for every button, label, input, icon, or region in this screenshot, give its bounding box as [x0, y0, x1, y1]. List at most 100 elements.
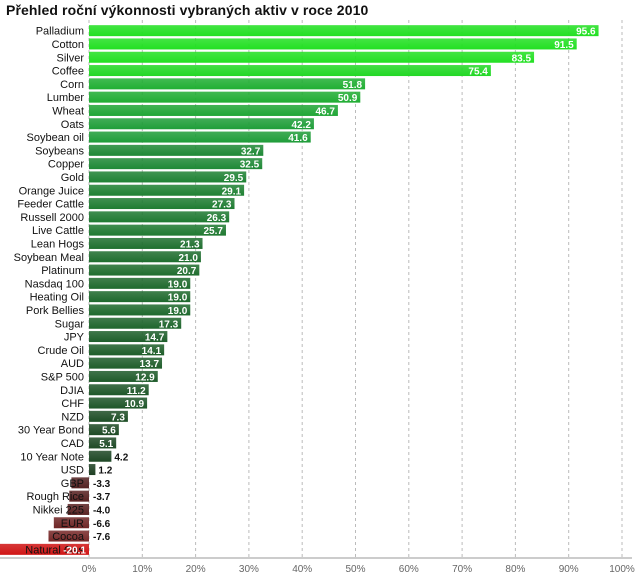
category-label: Crude Oil: [38, 345, 84, 357]
value-label: 10.9: [125, 399, 145, 410]
value-label: 5.1: [99, 439, 113, 450]
bar: [89, 291, 191, 303]
bar: [89, 344, 165, 356]
category-label: Palladium: [36, 26, 84, 38]
category-label: Wheat: [52, 105, 84, 117]
category-label: Cotton: [52, 39, 84, 51]
x-tick-label: 20%: [186, 564, 206, 575]
value-label: 19.0: [168, 293, 188, 304]
category-label: Natural Gas: [25, 544, 84, 556]
category-label: AUD: [61, 358, 84, 370]
category-label: NZD: [61, 411, 84, 423]
value-label: 32.7: [241, 146, 261, 157]
bar: [48, 530, 89, 542]
chart-title: Přehled roční výkonnosti vybraných aktiv…: [6, 2, 369, 18]
bar: [89, 397, 148, 409]
category-label: Pork Bellies: [26, 305, 85, 317]
value-label: 4.2: [114, 452, 128, 463]
value-label: 51.8: [343, 80, 363, 91]
value-label: 14.1: [142, 346, 162, 357]
value-label: 75.4: [468, 67, 488, 78]
x-tick-label: 60%: [399, 564, 419, 575]
value-label: 17.3: [159, 319, 179, 330]
x-tick-label: 30%: [239, 564, 259, 575]
value-label: 14.7: [145, 333, 165, 344]
category-label: EUR: [61, 518, 84, 530]
bar: [89, 198, 235, 210]
category-label: Russell 2000: [20, 212, 84, 224]
category-label: Heating Oil: [30, 292, 84, 304]
bar: [89, 304, 191, 316]
bar: [89, 38, 577, 50]
bar: [89, 131, 311, 143]
value-label: 7.3: [111, 412, 125, 423]
bar: [89, 118, 314, 130]
bar: [89, 437, 117, 449]
bar: [89, 78, 366, 90]
category-label: Lean Hogs: [31, 238, 85, 250]
x-tick-label: 50%: [345, 564, 365, 575]
category-label: Coffee: [52, 66, 84, 78]
x-tick-label: 90%: [559, 564, 579, 575]
bar: [89, 264, 200, 276]
value-label: 21.0: [178, 253, 198, 264]
category-label: Copper: [48, 159, 84, 171]
value-label: -4.0: [93, 505, 111, 516]
value-label: 42.2: [291, 120, 311, 131]
bar: [89, 424, 119, 436]
x-tick-label: 10%: [132, 564, 152, 575]
bar: [89, 384, 149, 396]
category-label: Soybean Meal: [14, 252, 84, 264]
bar: [89, 25, 599, 37]
category-label: Soybeans: [35, 145, 84, 157]
value-label: 25.7: [204, 226, 224, 237]
x-tick-label: 0%: [82, 564, 97, 575]
value-label: 19.0: [168, 306, 188, 317]
category-label: Silver: [56, 52, 84, 64]
category-label: Live Cattle: [32, 225, 84, 237]
category-label: CAD: [61, 438, 84, 450]
category-label: Oats: [61, 119, 85, 131]
value-label: 91.5: [554, 40, 574, 51]
category-label: USD: [61, 465, 84, 477]
value-label: 11.2: [127, 386, 146, 397]
bar: [89, 144, 264, 156]
value-label: 95.6: [576, 27, 596, 38]
bar: [53, 517, 89, 529]
bar: [89, 65, 491, 77]
category-label: S&P 500: [41, 371, 84, 383]
category-label: Soybean oil: [27, 132, 85, 144]
category-label: Corn: [60, 79, 84, 91]
value-label: 46.7: [315, 106, 335, 117]
category-label: Feeder Cattle: [17, 199, 84, 211]
category-label: 30 Year Bond: [18, 425, 84, 437]
bar: [89, 211, 230, 223]
x-tick-label: 100%: [609, 564, 635, 575]
bar: [89, 224, 226, 236]
value-label: 41.6: [288, 133, 308, 144]
bar: [89, 317, 182, 329]
value-label: 5.6: [102, 426, 116, 437]
bar: [89, 450, 112, 462]
bar: [69, 490, 89, 502]
category-label: Nikkei 225: [33, 504, 84, 516]
bar: [89, 237, 203, 249]
bar: [89, 331, 168, 343]
value-label: 26.3: [207, 213, 227, 224]
bar: [0, 543, 89, 555]
value-label: 12.9: [135, 372, 155, 383]
value-label: 83.5: [512, 53, 532, 64]
bar: [89, 104, 338, 116]
bar: [89, 370, 158, 382]
bar: [71, 477, 89, 489]
category-label: Gold: [61, 172, 84, 184]
category-label: GBP: [61, 478, 84, 490]
bar: [89, 251, 201, 263]
value-label: 1.2: [98, 466, 112, 477]
value-label: 13.7: [140, 359, 160, 370]
category-label: Cocoa: [52, 531, 85, 543]
category-label: CHF: [61, 398, 84, 410]
bar: [89, 357, 163, 369]
